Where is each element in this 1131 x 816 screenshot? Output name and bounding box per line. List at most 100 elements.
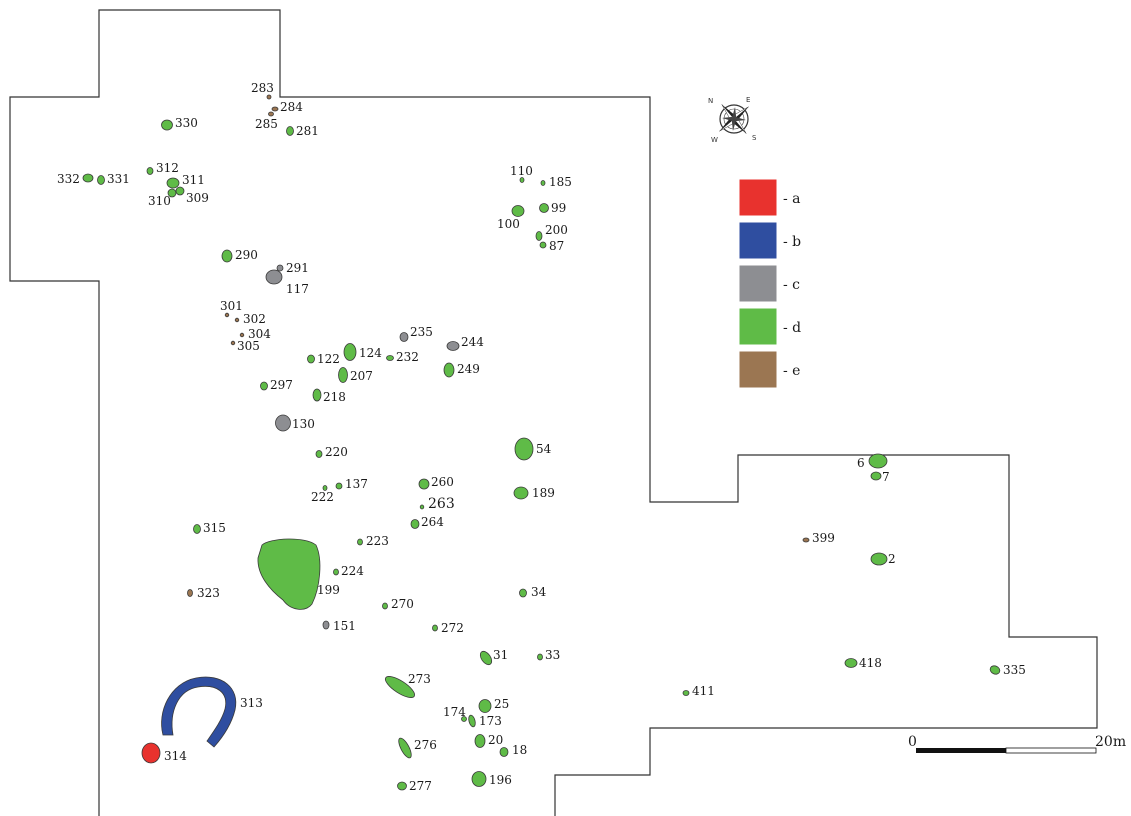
feature-122 [307, 354, 315, 364]
scale-bar: 0 20m [908, 734, 1126, 754]
feature-260 [418, 478, 430, 490]
label-263: 263 [428, 496, 455, 512]
feature-222 [322, 485, 328, 491]
label-34: 34 [531, 585, 547, 599]
feature-330 [161, 119, 173, 131]
feature-110 [519, 177, 525, 183]
label-122: 122 [317, 352, 340, 366]
label-291: 291 [286, 261, 309, 275]
feature-311 [166, 177, 180, 189]
feature-418 [844, 658, 858, 668]
label-174: 174 [443, 705, 466, 719]
label-207: 207 [350, 369, 373, 383]
label-273: 273 [408, 672, 431, 686]
feature-270 [382, 602, 388, 610]
feature-285 [268, 111, 274, 117]
feature-276 [398, 737, 412, 759]
feature-332 [82, 173, 94, 183]
legend-label-c: - c [783, 277, 800, 293]
label-196: 196 [489, 773, 512, 787]
feature-18 [499, 747, 509, 757]
legend-label-b: - b [783, 234, 801, 250]
feature-7 [870, 471, 882, 481]
excavation-boundary [9, 9, 1098, 816]
feature-314 [141, 742, 161, 764]
feature-20 [474, 734, 486, 748]
label-330: 330 [175, 116, 198, 130]
label-302: 302 [243, 312, 266, 326]
feature-323 [187, 589, 193, 597]
compass-w: W [711, 136, 718, 144]
feature-302 [234, 317, 240, 323]
legend: - a - b - c - d - e [738, 178, 801, 389]
feature-2 [870, 552, 888, 566]
label-311: 311 [182, 173, 205, 187]
label-312: 312 [156, 161, 179, 175]
label-260: 260 [431, 475, 454, 489]
label-411: 411 [692, 684, 715, 698]
feature-100 [511, 205, 525, 217]
label-301: 301 [220, 299, 243, 313]
label-283: 283 [251, 81, 274, 95]
label-110: 110 [510, 164, 533, 178]
feature-304 [239, 332, 245, 338]
feature-224 [333, 568, 339, 576]
label-284: 284 [280, 100, 303, 114]
feature-273 [384, 676, 416, 698]
label-270: 270 [391, 597, 414, 611]
label-285: 285 [255, 117, 278, 131]
label-2: 2 [888, 552, 896, 566]
label-399: 399 [812, 531, 835, 545]
feature-244 [446, 341, 460, 351]
feature-200 [535, 231, 543, 241]
label-137: 137 [345, 477, 368, 491]
label-223: 223 [366, 534, 389, 548]
feature-305 [230, 340, 236, 346]
feature-99 [539, 203, 549, 213]
feature-283 [266, 94, 272, 100]
legend-swatch-b [738, 221, 778, 260]
legend-swatch-c [738, 264, 778, 303]
feature-199 [257, 538, 321, 610]
feature-218 [312, 388, 322, 402]
label-332: 332 [57, 172, 80, 186]
feature-284 [271, 106, 279, 112]
legend-swatch-e [738, 350, 778, 389]
label-18: 18 [512, 743, 527, 757]
label-276: 276 [414, 738, 437, 752]
feature-185 [540, 180, 546, 186]
label-117: 117 [286, 282, 309, 296]
compass-e: E [746, 96, 750, 104]
feature-34 [519, 588, 527, 598]
label-335: 335 [1003, 663, 1026, 677]
feature-223 [357, 538, 363, 546]
feature-54 [514, 437, 534, 461]
feature-301 [224, 312, 230, 318]
feature-310 [167, 188, 177, 198]
feature-331 [97, 175, 105, 185]
label-87: 87 [549, 239, 564, 253]
label-199: 199 [317, 583, 340, 597]
feature-264 [410, 519, 420, 529]
label-244: 244 [461, 335, 484, 349]
feature-297 [260, 381, 268, 391]
label-304: 304 [248, 327, 271, 341]
feature-220 [315, 450, 323, 458]
compass-rose-icon: N E S W [708, 96, 757, 144]
feature-399 [802, 537, 810, 543]
compass-n: N [708, 97, 713, 105]
label-272: 272 [441, 621, 464, 635]
label-305: 305 [237, 339, 260, 353]
scale-bar-black [916, 748, 1006, 753]
label-313: 313 [240, 696, 263, 710]
feature-31 [479, 650, 493, 666]
features-layer [82, 94, 1001, 791]
feature-25 [478, 699, 492, 713]
feature-137 [335, 482, 343, 490]
legend-swatch-d [738, 307, 778, 346]
feature-281 [286, 126, 294, 136]
label-189: 189 [532, 486, 555, 500]
feature-196 [471, 771, 487, 787]
feature-173 [468, 714, 476, 728]
label-31: 31 [493, 648, 508, 662]
